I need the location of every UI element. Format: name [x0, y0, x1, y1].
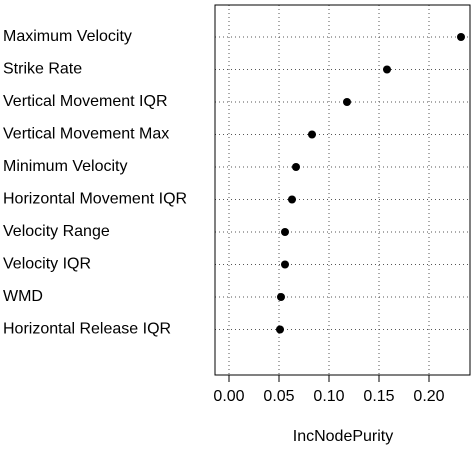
- x-tick-label: 0.05: [263, 388, 294, 405]
- y-tick-label: Maximum Velocity: [3, 28, 132, 45]
- x-tick-label: 0.15: [363, 388, 394, 405]
- x-tick-label: 0.10: [313, 388, 344, 405]
- y-tick-label: WMD: [3, 288, 43, 305]
- plot-frame: [214, 4, 471, 376]
- dot: [383, 65, 391, 74]
- y-tick-label: Vertical Movement Max: [3, 126, 169, 143]
- y-tick-label: Horizontal Movement IQR: [3, 191, 187, 208]
- dot: [277, 293, 285, 301]
- dot: [276, 325, 284, 334]
- y-tick-label: Velocity IQR: [3, 256, 91, 273]
- y-tick-label: Vertical Movement IQR: [3, 93, 168, 110]
- x-axis-label: IncNodePurity: [293, 428, 394, 445]
- dot: [281, 260, 289, 269]
- dot: [281, 228, 289, 236]
- dot: [292, 163, 300, 171]
- y-tick-label: Velocity Range: [3, 223, 110, 240]
- dot: [288, 195, 296, 204]
- dot: [308, 130, 316, 139]
- y-tick-label: Strike Rate: [3, 61, 82, 78]
- dot: [343, 98, 351, 106]
- x-tick-label: 0.00: [213, 388, 244, 405]
- dot: [457, 33, 465, 41]
- y-tick-label: Horizontal Release IQR: [3, 321, 171, 338]
- x-tick-label: 0.20: [413, 388, 444, 405]
- y-tick-label: Minimum Velocity: [3, 158, 127, 175]
